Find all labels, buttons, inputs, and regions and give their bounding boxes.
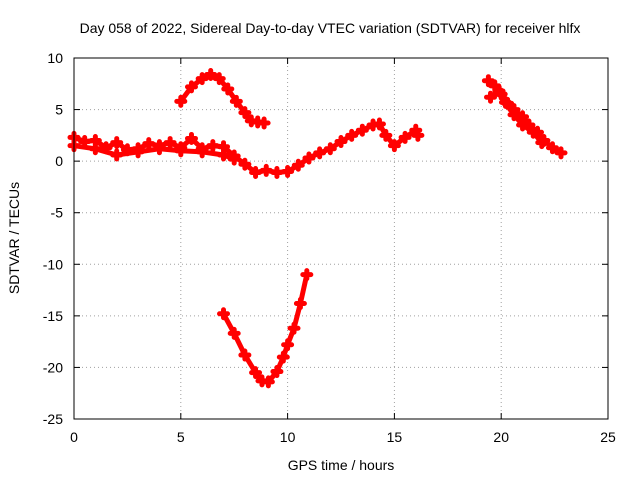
data-point bbox=[300, 268, 314, 282]
data-point bbox=[184, 131, 198, 145]
data-point bbox=[484, 90, 498, 104]
data-point bbox=[270, 365, 284, 379]
data-point bbox=[110, 136, 124, 150]
data-point bbox=[221, 82, 235, 96]
series-arc-2 bbox=[174, 68, 271, 130]
x-axis-label: GPS time / hours bbox=[288, 457, 395, 473]
x-tick-label: 25 bbox=[600, 429, 616, 445]
data-point bbox=[195, 145, 209, 159]
data-point bbox=[238, 157, 252, 171]
data-point bbox=[131, 145, 145, 159]
data-point bbox=[212, 72, 226, 86]
data-point bbox=[398, 130, 412, 144]
data-point bbox=[184, 80, 198, 94]
y-tick-label: -25 bbox=[43, 411, 63, 427]
x-tick-label: 0 bbox=[70, 429, 78, 445]
x-tick-label: 10 bbox=[280, 429, 296, 445]
data-point bbox=[88, 142, 102, 156]
data-point bbox=[238, 106, 252, 120]
y-tick-label: 0 bbox=[55, 153, 63, 169]
data-point bbox=[206, 139, 220, 153]
y-tick-label: 5 bbox=[55, 102, 63, 118]
y-tick-label: -15 bbox=[43, 308, 63, 324]
data-point bbox=[174, 144, 188, 158]
data-point bbox=[270, 165, 284, 179]
series-arc-1 bbox=[67, 117, 425, 179]
data-point bbox=[498, 95, 512, 109]
data-point bbox=[507, 108, 521, 122]
data-point bbox=[526, 125, 540, 139]
tick-marks bbox=[73, 57, 609, 420]
data-point bbox=[261, 375, 275, 389]
plot-frame bbox=[73, 57, 609, 420]
grid bbox=[74, 58, 608, 419]
data-point bbox=[372, 117, 386, 131]
data-point bbox=[554, 146, 568, 160]
data-point bbox=[217, 148, 231, 162]
data-point bbox=[345, 128, 359, 142]
data-point bbox=[379, 128, 393, 142]
data-point bbox=[229, 94, 243, 108]
data-point bbox=[78, 135, 92, 149]
data-point bbox=[492, 84, 506, 98]
data-point bbox=[227, 152, 241, 166]
y-axis-label: SDTVAR / TECUs bbox=[6, 182, 22, 294]
data-point bbox=[545, 141, 559, 155]
series-arc-4b bbox=[484, 84, 549, 150]
data-point bbox=[174, 94, 188, 108]
data-point bbox=[227, 326, 241, 340]
data-point bbox=[334, 135, 348, 149]
data-point bbox=[217, 307, 231, 321]
x-tick-label: 15 bbox=[387, 429, 403, 445]
data-point bbox=[152, 142, 166, 156]
data-point bbox=[281, 164, 295, 178]
x-tick-label: 20 bbox=[493, 429, 509, 445]
data-point bbox=[313, 146, 327, 160]
data-point bbox=[163, 136, 177, 150]
data-point bbox=[293, 296, 307, 310]
y-tick-labels: -25 -20 -15 -10 -5 0 5 10 bbox=[43, 50, 63, 427]
x-tick-labels: 0 5 10 15 20 25 bbox=[70, 429, 616, 445]
data-point bbox=[259, 163, 273, 177]
series-arc-3 bbox=[217, 268, 314, 389]
data-point bbox=[516, 118, 530, 132]
data-point bbox=[142, 137, 156, 151]
data-point bbox=[257, 116, 271, 130]
data-point bbox=[249, 165, 263, 179]
data-point bbox=[323, 142, 337, 156]
data-series bbox=[67, 68, 568, 389]
data-point bbox=[195, 72, 209, 86]
data-point bbox=[481, 74, 495, 88]
data-point bbox=[411, 128, 425, 142]
data-point bbox=[276, 350, 290, 364]
data-point bbox=[287, 321, 301, 335]
y-tick-label: -10 bbox=[43, 256, 63, 272]
data-point bbox=[535, 136, 549, 150]
chart-title: Day 058 of 2022, Sidereal Day-to-day VTE… bbox=[80, 20, 581, 36]
data-point bbox=[110, 148, 124, 162]
series-arc-1b bbox=[67, 139, 241, 166]
y-tick-label: -5 bbox=[51, 205, 64, 221]
data-point bbox=[355, 123, 369, 137]
data-point bbox=[204, 68, 218, 82]
data-point bbox=[302, 151, 316, 165]
x-tick-label: 5 bbox=[177, 429, 185, 445]
y-tick-label: 10 bbox=[47, 50, 63, 66]
data-point bbox=[281, 338, 295, 352]
data-point bbox=[291, 158, 305, 172]
y-tick-label: -20 bbox=[43, 359, 63, 375]
data-point bbox=[249, 366, 263, 380]
data-point bbox=[387, 139, 401, 153]
data-point bbox=[238, 348, 252, 362]
